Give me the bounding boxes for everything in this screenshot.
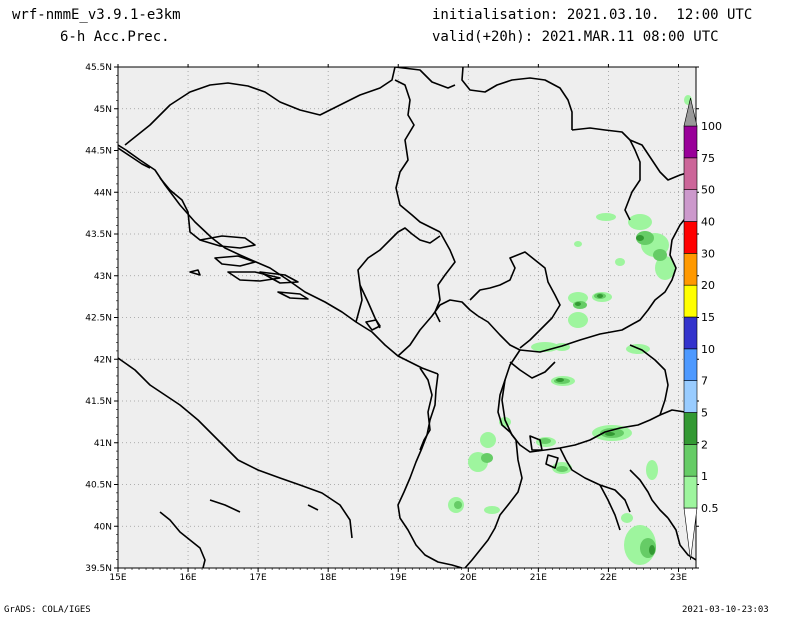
lat-label: 45.5N: [85, 63, 112, 73]
lat-label: 44.5N: [85, 147, 112, 157]
lat-label: 43N: [94, 272, 112, 282]
colorbar-box: [683, 284, 698, 318]
colorbar-box: [683, 412, 698, 445]
footer-timestamp: 2021-03-10-23:03: [682, 605, 769, 615]
colorbar-box: [683, 221, 698, 254]
colorbar-label: 2: [701, 438, 708, 451]
lat-label: 39.5N: [85, 564, 112, 574]
lon-label: 17E: [250, 573, 267, 583]
graticule: [118, 67, 696, 568]
latitude-labels: 45.5N 45N 44.5N 44N 43.5N 43N 42.5N 42N 41.5N 41N…: [85, 63, 112, 574]
lon-label: 20E: [460, 573, 477, 583]
lat-label: 43.5N: [85, 230, 112, 240]
lat-label: 45N: [94, 105, 112, 115]
colorbar-label: 20: [701, 279, 715, 292]
lon-label: 16E: [179, 573, 196, 583]
lat-label: 41N: [94, 439, 112, 449]
lon-label: 18E: [320, 573, 337, 583]
longitude-labels: 15E 16E 17E 18E 19E 20E 21E 22E 23E: [109, 573, 687, 583]
colorbar-top-triangle: [683, 97, 698, 127]
colorbar-label: 100: [701, 120, 722, 133]
init-time: initialisation: 2021.03.10. 12:00 UTC: [432, 7, 753, 23]
colorbar-label: 30: [701, 247, 715, 260]
colorbar-label: 40: [701, 216, 715, 229]
lat-label: 42.5N: [85, 314, 112, 324]
precipitation-colorbar: 0.5 1 2 5 7 10 15 20 30 40 50 75 100: [683, 97, 722, 561]
colorbar-label: 7: [701, 375, 708, 388]
lon-label: 15E: [109, 573, 126, 583]
colorbar-box: [683, 157, 698, 190]
field-title: 6-h Acc.Prec.: [60, 29, 170, 45]
model-title: wrf-nmmE_v3.9.1-e3km: [12, 7, 181, 23]
colorbar-label: 1: [701, 470, 708, 483]
colorbar-label: 5: [701, 407, 708, 420]
lon-label: 21E: [530, 573, 547, 583]
colorbar-label: 15: [701, 311, 715, 324]
lat-label: 40N: [94, 522, 112, 532]
colorbar-box: [683, 380, 698, 413]
lon-label: 19E: [390, 573, 407, 583]
lat-label: 42N: [94, 355, 112, 365]
lon-label: 22E: [600, 573, 617, 583]
valid-time: valid(+20h): 2021.MAR.11 08:00 UTC: [432, 29, 719, 45]
colorbar-box: [683, 444, 698, 477]
lat-label: 44N: [94, 188, 112, 198]
lat-label: 40.5N: [85, 481, 112, 491]
axis-ticks: [114, 64, 699, 572]
colorbar-box: [683, 475, 698, 509]
colorbar-box: [683, 253, 698, 286]
colorbar-box: [683, 348, 698, 381]
colorbar-box: [683, 316, 698, 350]
colorbar-box: [683, 189, 698, 222]
colorbar-label: 10: [701, 343, 715, 356]
footer-credit: GrADS: COLA/IGES: [4, 605, 91, 615]
lat-label: 41.5N: [85, 397, 112, 407]
colorbar-label: 75: [701, 152, 715, 165]
colorbar-label: 50: [701, 184, 715, 197]
lon-label: 23E: [670, 573, 687, 583]
colorbar-box: [683, 125, 698, 159]
colorbar-label: 0.5: [701, 502, 719, 515]
